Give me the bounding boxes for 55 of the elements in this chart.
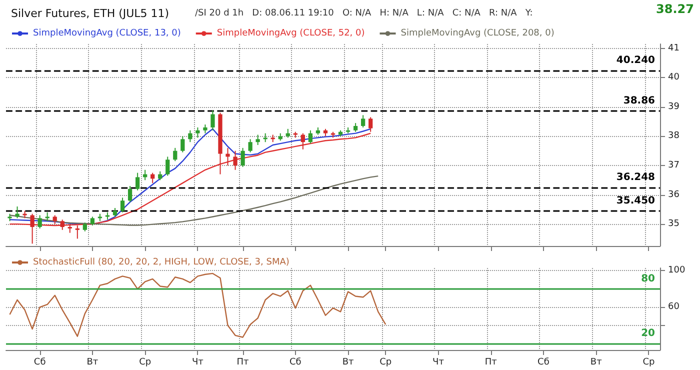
candlestick xyxy=(256,134,260,146)
candlestick xyxy=(240,147,245,168)
chart-subtitle: /SI 20 d 1h D: 08.06.11 19:10 O: N/A H: N/A L: N/A C: N/A R: N/A Y: xyxy=(195,8,533,18)
candlestick xyxy=(308,130,313,144)
legend-label: StochasticFull (80, 20, 20, 2, HIGH, LOW, CLOSE, 3, SMA) xyxy=(33,258,290,268)
text: 38.27 xyxy=(656,2,694,16)
ref-line-label: 35.450 xyxy=(616,195,656,206)
ref-line-label: 38.86 xyxy=(623,96,656,107)
y-tick-label: 35 xyxy=(668,219,680,230)
ref-line-label: 36.248 xyxy=(616,172,656,183)
x-tick-label: Чт xyxy=(432,358,444,368)
ref-line-label: 20 xyxy=(641,328,656,340)
candlestick xyxy=(120,197,125,213)
y-tick-label: 40 xyxy=(668,72,680,83)
candlestick xyxy=(210,110,215,131)
x-tick-label: Ср xyxy=(380,358,392,368)
ref-line-label: 80 xyxy=(641,273,656,284)
x-tick-label: Сб xyxy=(538,358,550,368)
y-tick-label: 100 xyxy=(668,266,686,276)
candlestick xyxy=(173,147,178,162)
candlestick xyxy=(135,172,140,191)
y-tick-label: 60 xyxy=(668,302,680,312)
candlestick xyxy=(15,206,20,219)
legend-label: SimpleMovingAvg (CLOSE, 52, 0) xyxy=(216,28,365,38)
candlestick xyxy=(128,185,132,203)
x-tick-label: Сб xyxy=(34,358,46,368)
y-tick-label: 38 xyxy=(668,131,680,142)
ref-line-label: 40.240 xyxy=(616,55,656,66)
x-tick-label: Сб xyxy=(289,358,302,368)
chart-title: Silver Futures, ETH (JUL5 11) xyxy=(11,7,170,20)
candlestick xyxy=(196,126,200,138)
x-tick-label: Вт xyxy=(590,358,602,368)
x-tick-label: Вт xyxy=(342,358,354,368)
legend-label: SimpleMovingAvg (CLOSE, 208, 0) xyxy=(400,28,554,38)
x-tick-label: Пт xyxy=(236,358,249,368)
candlestick xyxy=(38,214,42,229)
candlestick xyxy=(226,147,230,166)
candlestick xyxy=(180,136,185,153)
candlestick xyxy=(166,156,170,176)
y-tick-label: 41 xyxy=(668,43,680,54)
candlestick xyxy=(248,138,252,153)
candlestick xyxy=(233,150,238,170)
x-tick-label: Ср xyxy=(139,358,152,368)
candlestick xyxy=(188,130,192,143)
line-series xyxy=(9,175,379,226)
candlestick xyxy=(361,114,366,128)
y-tick-label: 36 xyxy=(668,190,680,200)
x-tick-label: Вт xyxy=(86,358,98,368)
line-series xyxy=(9,272,386,338)
y-tick-label: 39 xyxy=(668,102,680,112)
x-tick-label: Пт xyxy=(484,358,497,368)
x-tick-label: Ср xyxy=(642,358,656,368)
y-tick-label: 37 xyxy=(668,160,680,170)
x-tick-label: Чт xyxy=(192,358,204,368)
legend-label: SimpleMovingAvg (CLOSE, 13, 0) xyxy=(33,28,181,38)
